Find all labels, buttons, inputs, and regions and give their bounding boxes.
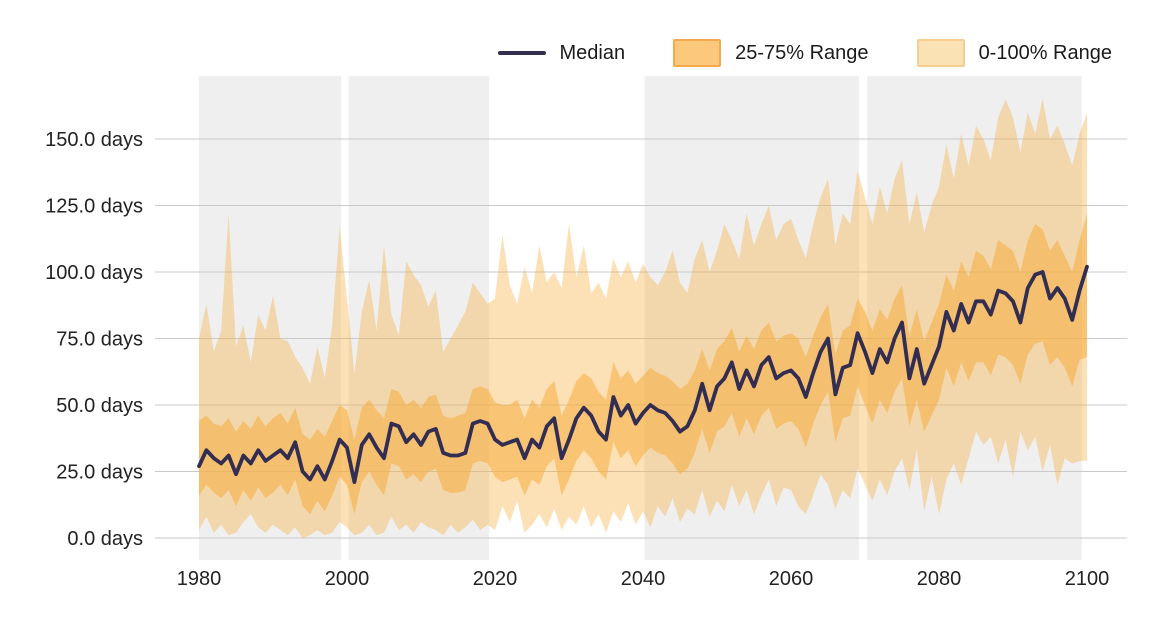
- y-tick-label: 75.0 days: [56, 329, 143, 351]
- x-tick-label: 2000: [325, 568, 370, 590]
- x-tick-label: 1980: [177, 568, 222, 590]
- x-tick-label: 2060: [769, 568, 814, 590]
- y-tick-label: 150.0 days: [45, 129, 143, 151]
- legend-item-25-75-range[interactable]: 25-75% Range: [673, 38, 869, 68]
- 0-100-range-swatch: [916, 39, 965, 67]
- x-tick-label: 2040: [621, 568, 666, 590]
- y-tick-label: 0.0 days: [67, 528, 143, 550]
- median-line: [197, 264, 1089, 484]
- x-tick-label: 2020: [473, 568, 518, 590]
- 25-75-range-swatch: [673, 39, 722, 67]
- y-tick-label: 50.0 days: [56, 395, 143, 417]
- x-tick-label: 2080: [917, 568, 962, 590]
- y-tick-label: 100.0 days: [45, 262, 143, 284]
- median-line-swatch: [497, 51, 546, 55]
- y-tick-label: 25.0 days: [56, 462, 143, 484]
- legend-item-0-100-range[interactable]: 0-100% Range: [916, 38, 1112, 68]
- band-25-75: [199, 213, 1087, 515]
- chart-legend: Median 25-75% Range 0-100% Range: [497, 38, 1112, 68]
- legend-label-25-75-range: 25-75% Range: [735, 42, 869, 64]
- legend-item-median[interactable]: Median: [497, 38, 626, 68]
- y-tick-label: 125.0 days: [45, 196, 143, 218]
- legend-label-0-100-range: 0-100% Range: [978, 42, 1112, 64]
- legend-label-median: Median: [559, 42, 626, 64]
- x-tick-label: 2100: [1065, 568, 1110, 590]
